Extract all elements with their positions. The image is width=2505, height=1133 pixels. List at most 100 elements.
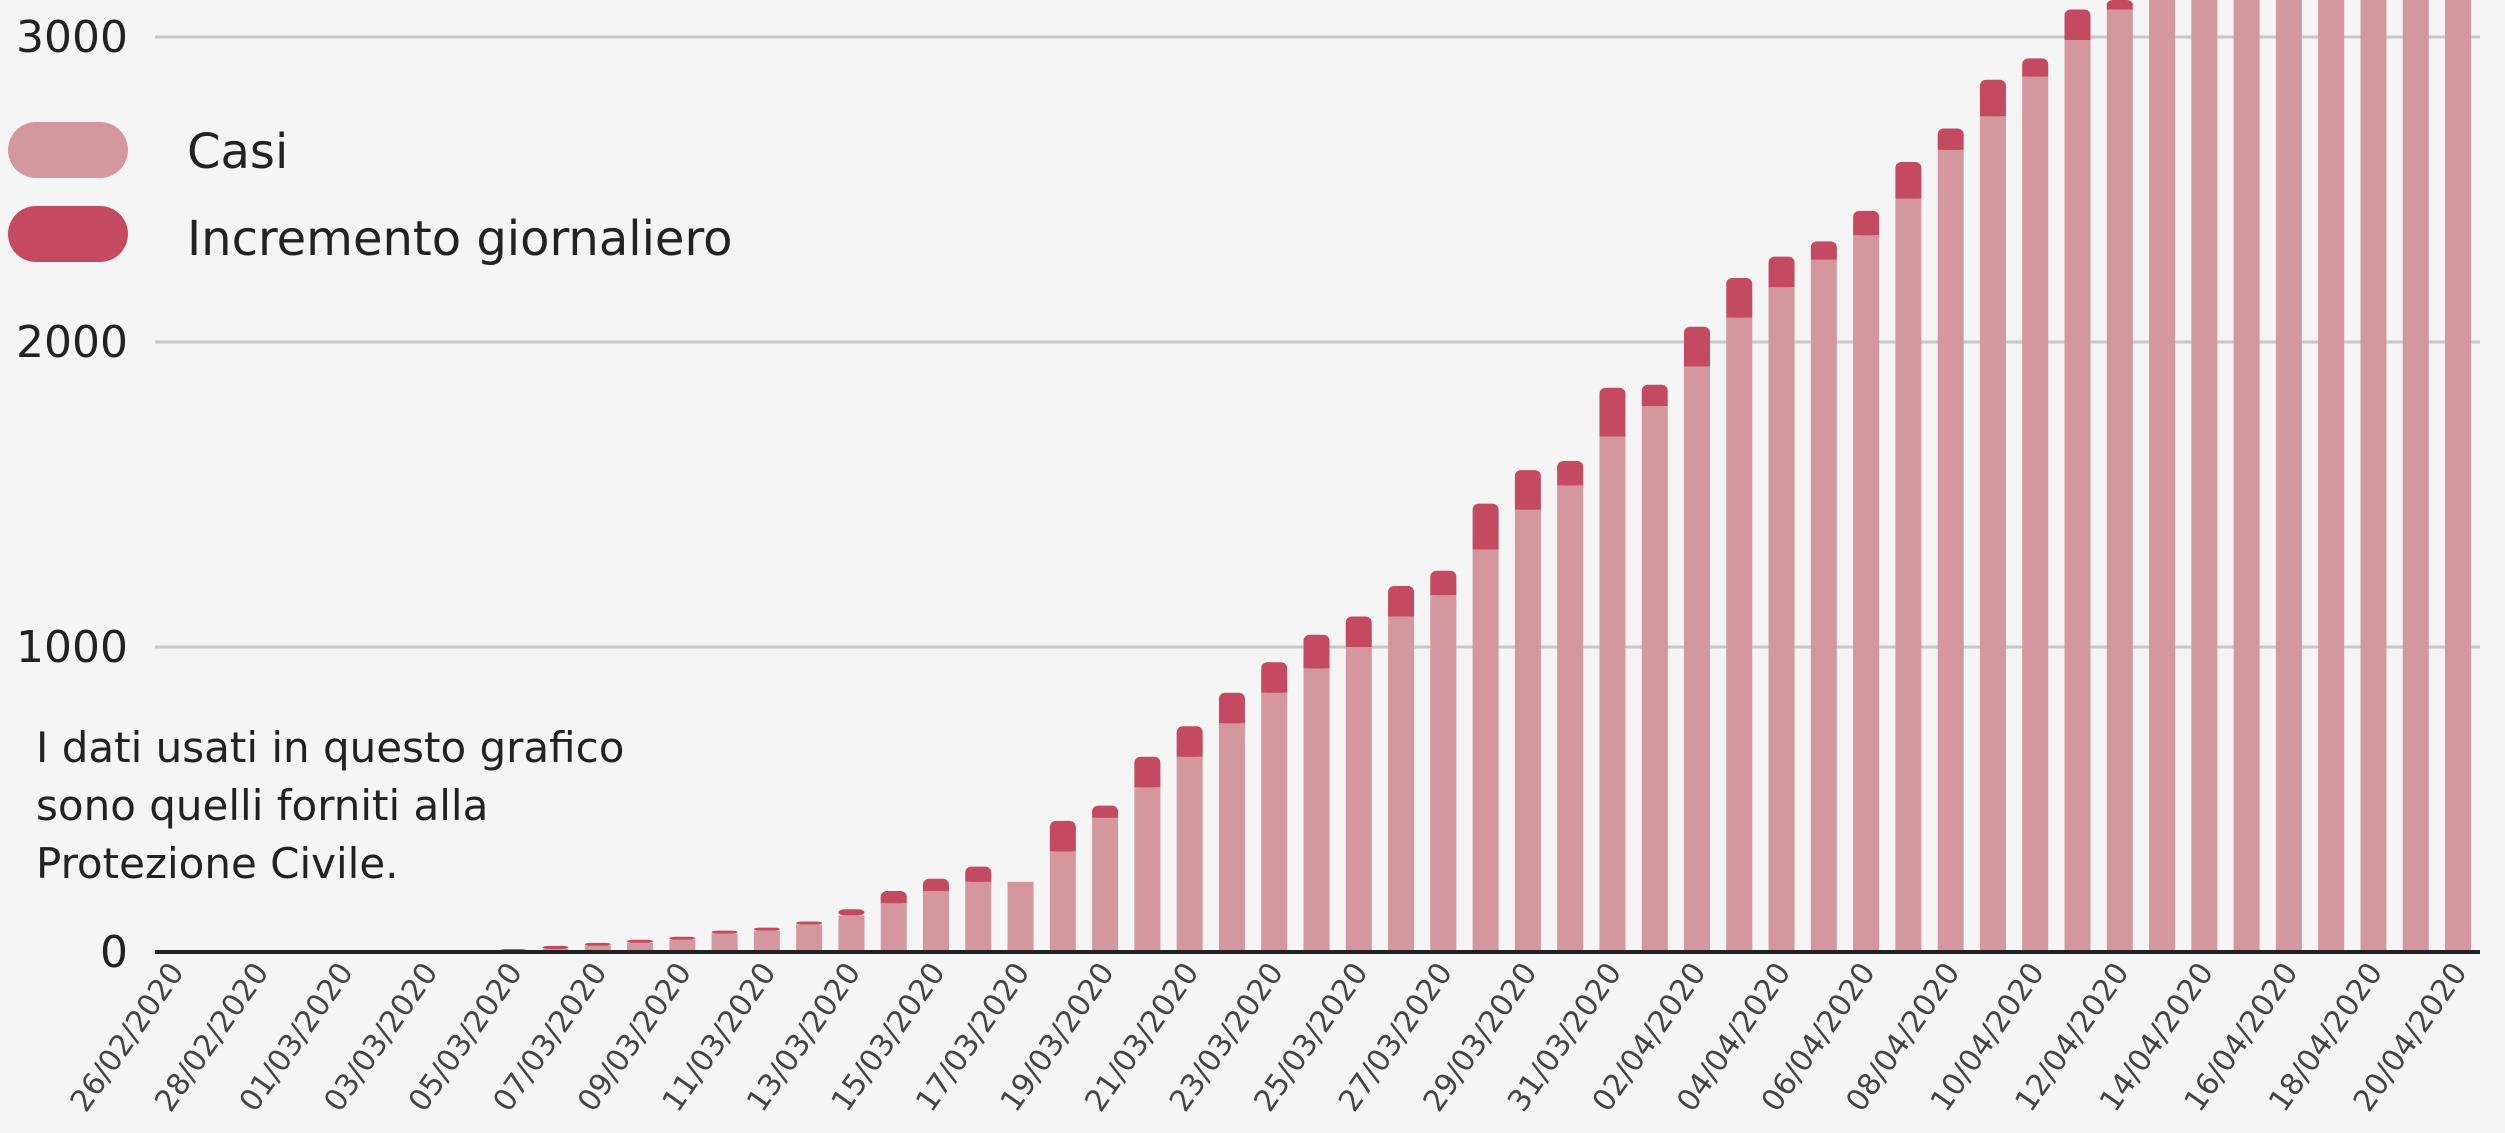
bar-casi — [2149, 0, 2176, 952]
bar-incremento — [542, 945, 569, 949]
bar-casi — [2275, 0, 2302, 952]
bar-casi — [1049, 851, 1076, 952]
bar-incremento — [1599, 387, 1626, 437]
bar-incremento — [1853, 210, 1880, 236]
bar-casi — [2064, 40, 2091, 953]
bar-casi — [965, 881, 992, 952]
y-tick-label: 3000 — [16, 12, 128, 63]
x-tick-labels: 26/02/202028/02/202001/03/202003/03/2020… — [64, 957, 2475, 1119]
bar-incremento-base — [1303, 662, 1330, 669]
bar-incremento — [1176, 726, 1203, 757]
legend-swatch-casi — [8, 122, 128, 178]
legend-swatch-incremento — [8, 206, 128, 262]
bar-casi — [1218, 723, 1245, 952]
y-tick-label: 0 — [100, 927, 128, 978]
bar-casi — [880, 903, 907, 952]
bar-incremento-base — [1092, 811, 1119, 818]
bar-incremento — [2064, 9, 2091, 41]
bar-casi — [1726, 317, 1753, 953]
bar-incremento-base — [1895, 192, 1922, 199]
bar-casi — [1388, 616, 1415, 952]
y-tick-label: 2000 — [16, 317, 128, 368]
bar-incremento-base — [1218, 717, 1245, 724]
bar-incremento-base — [2106, 3, 2133, 10]
bar-incremento — [1895, 162, 1922, 199]
bar-incremento-base — [1853, 229, 1880, 236]
bar-incremento-base — [1726, 311, 1753, 318]
bar-casi — [627, 942, 654, 952]
legend-label-incremento: Incremento giornaliero — [187, 211, 732, 267]
bar-incremento-base — [2064, 34, 2091, 41]
bar-incremento — [711, 930, 738, 934]
bar-incremento-base — [1557, 479, 1584, 486]
bar-incremento — [1261, 662, 1288, 693]
bar-incremento — [838, 909, 865, 916]
bar-incremento — [584, 942, 611, 946]
data-source-note: I dati usati in questo grafico sono quel… — [36, 723, 624, 888]
bar-casi — [1810, 259, 1837, 952]
note-line-3: Protezione Civile. — [36, 839, 399, 888]
bar-incremento-base — [1641, 400, 1668, 407]
bar-casi — [711, 933, 738, 952]
bar-incremento-base — [923, 885, 949, 891]
bar-casi — [923, 891, 949, 952]
bar-incremento-base — [1599, 430, 1626, 437]
bar-casi — [1134, 787, 1161, 952]
bar-incremento-base — [1768, 281, 1795, 288]
bar-casi — [1176, 756, 1203, 952]
bar-incremento — [1134, 756, 1161, 788]
legend: Casi Incremento giornaliero — [8, 122, 732, 267]
bar-casi — [2318, 0, 2345, 952]
bar-casi — [838, 915, 865, 952]
bar-incremento-base — [1979, 110, 2006, 117]
bar-incremento — [1472, 503, 1499, 550]
bar-casi — [2360, 0, 2387, 952]
bar-casi — [1092, 817, 1119, 952]
bar-casi — [753, 930, 780, 952]
bars — [500, 0, 2471, 953]
bar-incremento — [1218, 692, 1245, 724]
bar-incremento — [1979, 79, 2006, 117]
bar-casi — [1937, 149, 1964, 953]
bar-casi — [1768, 287, 1795, 953]
bar-casi — [1853, 235, 1880, 952]
bar-incremento-base — [1472, 543, 1499, 550]
bar-incremento — [796, 921, 823, 925]
bar-casi — [796, 924, 823, 952]
bar-casi — [2022, 76, 2049, 952]
bar-incremento-base — [1430, 589, 1457, 596]
bar-incremento — [669, 936, 696, 940]
bar-casi — [1641, 406, 1668, 952]
note-line-2: sono quelli forniti alla — [36, 781, 488, 830]
bar-casi — [1261, 692, 1288, 952]
bar-incremento-base — [965, 875, 992, 882]
bar-incremento-base — [1261, 686, 1288, 693]
legend-label-casi: Casi — [187, 124, 288, 180]
bar-casi — [2402, 0, 2429, 952]
bar-incremento — [1684, 326, 1710, 367]
bar-incremento-base — [2022, 70, 2049, 77]
bar-incremento — [1430, 570, 1457, 596]
bar-casi — [1979, 116, 2006, 953]
bar-casi — [1557, 485, 1584, 952]
bar-casi — [1303, 668, 1330, 952]
bar-incremento-base — [880, 897, 907, 904]
bar-incremento-base — [1049, 845, 1076, 852]
bar-incremento — [1768, 256, 1795, 288]
bar-casi — [2233, 0, 2260, 952]
bar-casi — [2106, 9, 2133, 953]
bar-incremento — [1303, 634, 1330, 669]
bar-casi — [1345, 647, 1372, 952]
bar-casi — [1430, 595, 1457, 952]
bar-incremento-base — [1388, 610, 1415, 617]
bar-casi — [1895, 198, 1922, 952]
bar-incremento — [1345, 616, 1372, 647]
bar-casi — [2191, 0, 2218, 952]
bar-incremento-base — [1345, 641, 1372, 647]
bar-incremento — [753, 927, 780, 931]
bar-casi — [1514, 509, 1541, 952]
bar-incremento — [1514, 470, 1541, 510]
bar-incremento — [1557, 460, 1584, 486]
note-line-1: I dati usati in questo grafico — [36, 723, 624, 772]
